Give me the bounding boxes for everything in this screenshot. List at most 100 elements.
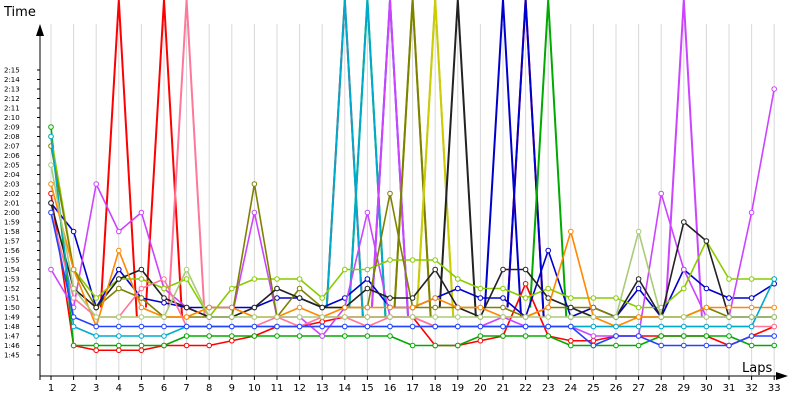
data-point xyxy=(319,318,326,325)
data-point xyxy=(206,342,212,349)
data-point xyxy=(703,285,710,292)
data-point xyxy=(500,295,506,301)
data-point xyxy=(771,323,778,330)
data-point xyxy=(183,323,190,330)
data-point xyxy=(342,314,348,320)
x-tick-label: 6 xyxy=(161,383,167,394)
x-tick-label: 9 xyxy=(229,383,235,394)
y-tick-label: 2:02 xyxy=(4,190,20,198)
data-point xyxy=(432,257,439,263)
data-point xyxy=(387,304,393,311)
data-point xyxy=(48,162,54,168)
data-point xyxy=(613,342,619,349)
y-tick-label: 1:47 xyxy=(4,333,20,341)
data-point xyxy=(568,228,574,235)
y-axis xyxy=(36,24,44,380)
data-point xyxy=(364,276,371,282)
data-point xyxy=(364,266,371,273)
x-tick-label: 16 xyxy=(384,383,397,394)
data-point xyxy=(432,266,439,273)
data-point xyxy=(138,323,145,330)
series-lines xyxy=(48,86,778,354)
data-point xyxy=(568,342,574,349)
data-point xyxy=(409,257,416,263)
data-point xyxy=(116,285,122,292)
spike-line xyxy=(144,0,184,318)
data-point xyxy=(522,333,529,339)
data-point xyxy=(229,314,235,320)
x-axis xyxy=(40,372,788,380)
data-point xyxy=(93,304,99,311)
data-point xyxy=(703,304,710,311)
data-point xyxy=(161,333,167,339)
series-12 xyxy=(48,209,778,349)
data-point xyxy=(183,266,190,273)
data-point xyxy=(726,342,732,349)
y-tick-label: 2:01 xyxy=(4,200,20,208)
data-point xyxy=(296,285,303,292)
data-point xyxy=(364,314,371,320)
y-axis-label: Time xyxy=(3,5,36,20)
data-point xyxy=(635,276,642,282)
data-point xyxy=(409,295,416,301)
x-tick-label: 8 xyxy=(206,383,212,394)
data-point xyxy=(161,299,167,306)
data-point xyxy=(568,295,574,301)
data-point xyxy=(387,314,393,320)
spike-line xyxy=(370,0,410,318)
data-point xyxy=(726,323,732,330)
data-point xyxy=(93,314,99,320)
data-point xyxy=(748,323,755,330)
data-point xyxy=(116,276,122,282)
data-point xyxy=(364,304,371,311)
data-point xyxy=(477,337,484,344)
data-point xyxy=(658,190,665,197)
data-point xyxy=(93,295,99,301)
data-point xyxy=(477,323,484,330)
x-tick-label: 12 xyxy=(293,383,306,394)
data-point xyxy=(771,314,778,320)
data-point xyxy=(590,337,597,344)
data-point xyxy=(48,266,54,273)
data-point xyxy=(70,342,77,349)
x-tick-label: 24 xyxy=(564,383,577,394)
data-point xyxy=(613,314,619,320)
data-point xyxy=(251,209,258,216)
data-point xyxy=(703,314,710,320)
data-point xyxy=(477,295,484,301)
data-point xyxy=(206,304,212,311)
data-point xyxy=(409,342,416,349)
data-point xyxy=(748,333,755,339)
data-point xyxy=(590,333,597,339)
data-point xyxy=(568,304,574,311)
y-tick-label: 2:00 xyxy=(4,209,20,217)
y-tick-label: 2:13 xyxy=(4,86,20,94)
data-point xyxy=(545,304,552,311)
x-tick-label: 23 xyxy=(542,383,555,394)
data-point xyxy=(681,219,687,225)
data-point xyxy=(681,333,687,339)
x-tick-label: 5 xyxy=(138,383,144,394)
data-point xyxy=(319,304,326,311)
data-point xyxy=(432,342,439,349)
spike-line xyxy=(664,0,703,318)
data-point xyxy=(500,285,506,292)
data-point xyxy=(771,333,778,339)
x-tick-label: 10 xyxy=(248,383,261,394)
data-point xyxy=(590,314,597,320)
data-point xyxy=(635,333,642,339)
data-point xyxy=(748,342,755,349)
data-point xyxy=(48,181,54,187)
data-point xyxy=(658,333,665,339)
data-point xyxy=(771,342,778,349)
data-point xyxy=(703,333,710,339)
x-axis-label: Laps xyxy=(742,361,772,376)
data-point xyxy=(681,285,687,292)
y-tick-label: 2:04 xyxy=(4,171,20,179)
data-point xyxy=(138,314,145,320)
data-point xyxy=(613,333,619,339)
data-point xyxy=(342,323,348,330)
data-point xyxy=(48,124,54,130)
data-point xyxy=(229,285,235,292)
y-tick-label: 2:12 xyxy=(4,95,20,103)
